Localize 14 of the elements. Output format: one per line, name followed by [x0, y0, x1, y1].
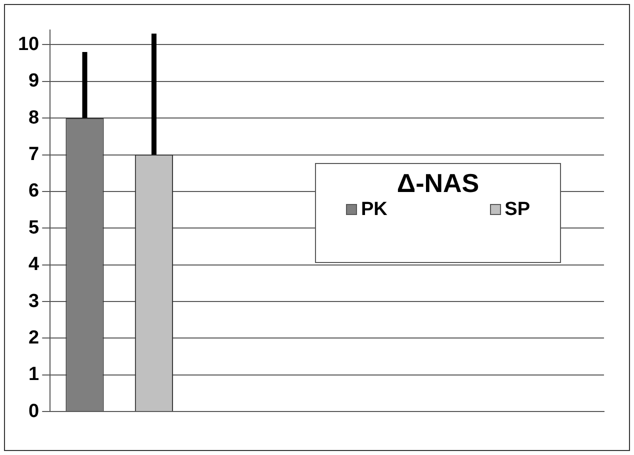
y-tick-label: 9	[28, 70, 40, 92]
legend-label: SP	[504, 199, 530, 221]
y-tick-label: 10	[18, 34, 40, 55]
y-tick-label: 8	[28, 107, 40, 128]
y-tick-label: 0	[28, 400, 40, 422]
legend-label: PK	[360, 199, 388, 221]
legend-title: Δ-NAS	[396, 168, 480, 199]
y-tick-label: 2	[28, 327, 40, 348]
y-tick-label: 4	[28, 254, 40, 276]
y-tick-label: 6	[28, 180, 40, 202]
y-tick-label: 7	[28, 144, 40, 165]
y-tick-label: 5	[28, 217, 40, 238]
y-tick-label: 1	[28, 364, 40, 386]
y-tick-label: 3	[28, 290, 40, 312]
